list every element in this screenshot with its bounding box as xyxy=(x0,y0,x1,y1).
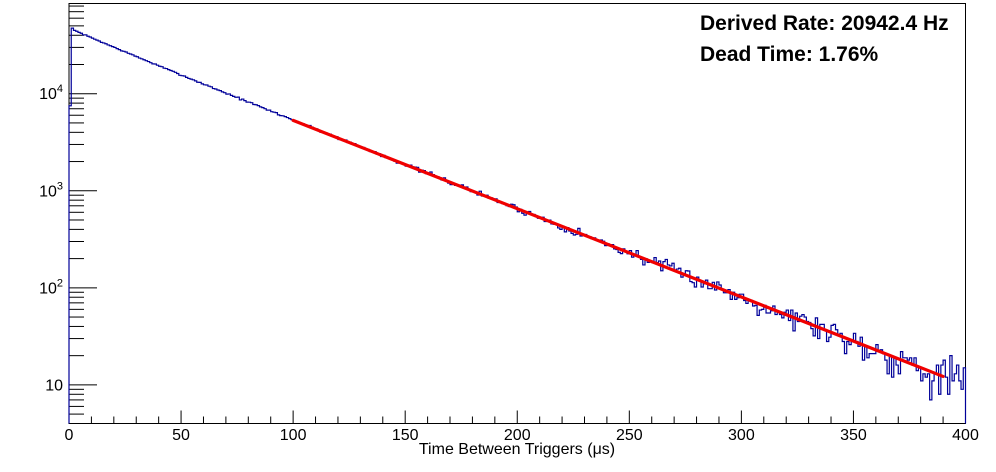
x-tick-label: 350 xyxy=(840,427,867,444)
fit-line xyxy=(291,118,945,379)
plot-frame xyxy=(68,3,966,424)
y-tick-label: 103 xyxy=(39,180,63,200)
x-tick-label: 0 xyxy=(65,427,74,444)
derived-rate-text: Derived Rate: 20942.4 Hz xyxy=(700,12,949,35)
y-tick-label: 102 xyxy=(39,277,63,297)
x-tick-label: 100 xyxy=(280,427,307,444)
histogram-path xyxy=(68,27,967,424)
x-tick-label: 250 xyxy=(616,427,643,444)
x-tick-label: 200 xyxy=(504,427,531,444)
y-axis-tick-labels: 10 102 103 104 xyxy=(39,83,63,394)
y-axis-ticks xyxy=(69,5,97,415)
x-axis-tick-labels: 0 50 100 150 200 250 300 350 400 xyxy=(65,427,979,444)
y-tick-label: 10 xyxy=(45,377,63,394)
x-axis-ticks xyxy=(68,410,966,424)
x-tick-label: 400 xyxy=(952,427,979,444)
y-tick-label: 104 xyxy=(39,83,63,103)
x-tick-label: 300 xyxy=(728,427,755,444)
x-axis-title: Time Between Triggers (μs) xyxy=(419,441,615,458)
x-tick-label: 150 xyxy=(392,427,419,444)
x-tick-label: 50 xyxy=(172,427,190,444)
dead-time-text: Dead Time: 1.76% xyxy=(700,43,879,66)
